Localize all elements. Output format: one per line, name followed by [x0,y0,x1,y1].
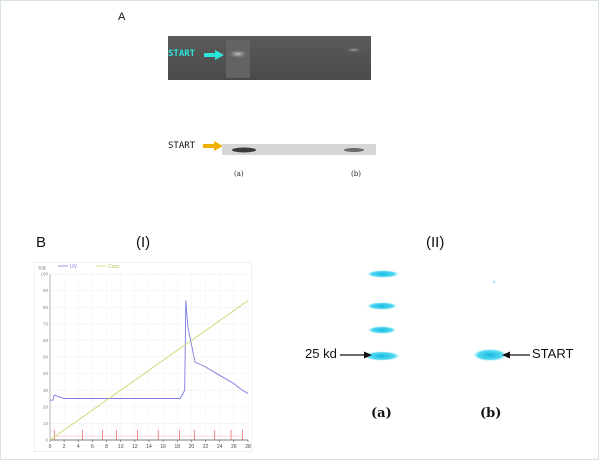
y-tick-label: 30 [43,388,49,393]
gel-top-band-b [345,47,363,53]
start-arrow-western [502,351,530,359]
marker-25kd-label: 25 kd [305,346,337,361]
chromatogram-chart: 0 10 20 30 40 50 60 70 80 90 100 0 2 4 6 8 10 12 14 16 18 20 2… [33,261,253,453]
gel-top-start-label: START [168,49,196,59]
x-tick-label: 6 [91,444,94,450]
western-start-label: START [532,346,574,361]
y-tick-label: 50 [43,355,49,360]
western-lane-b-label: (b) [480,406,502,421]
x-tick-label: 2 [63,444,66,450]
x-tick-label: 4 [77,444,80,450]
x-tick-label: 20 [189,444,195,450]
x-tick-label: 10 [118,444,124,450]
marker-band-1 [366,270,400,278]
x-tick-label: 24 [217,444,223,450]
x-tick-label: 16 [160,444,166,450]
x-tick-label: 22 [203,444,209,450]
western-blot-image [356,254,534,378]
gel-top-svg [168,36,371,80]
y-tick-label: 60 [43,338,49,343]
gel-top-band-a [226,49,250,59]
y-tick-label: 10 [43,421,49,426]
y-tick-label: 100 [40,272,48,277]
series-line-uv [50,300,249,401]
gel-bottom-band-b [344,148,364,152]
western-lane-a-label: (a) [371,406,392,421]
marker-25kd-arrow [340,351,372,359]
sample-band-b [472,348,508,362]
panel-b-i-label: (I) [136,234,151,251]
gel-bottom-background [222,144,376,155]
x-tick-label: 14 [146,444,152,450]
gel-top-background [168,36,371,80]
gel-lane-b-label: (b) [351,170,361,178]
series-line-conc [49,300,249,441]
gel-bottom-start-label: START [168,141,196,151]
x-tick-label: 12 [132,444,138,450]
y-tick-label: 20 [43,404,49,409]
marker-band-2 [366,302,398,310]
x-tick-label: 18 [175,444,181,450]
chart-fraction-markers [53,430,243,440]
gel-image-top: START [168,36,371,80]
x-tick-label: 26 [231,444,237,450]
x-tick-label: 8 [105,444,108,450]
panel-b-ii-label: (II) [426,234,445,251]
x-tick-label: 0 [49,444,52,450]
gel-bottom-start-arrow [203,141,223,151]
legend-uv-label: UV [70,264,78,270]
y-tick-label: 40 [43,371,49,376]
gel-image-bottom [222,140,376,155]
chart-series [49,300,249,441]
panel-b-letter: B [36,234,47,251]
marker-band-25kd [363,351,401,361]
legend-conc-label: Conc [108,264,120,270]
gel-lane-a-label: (a) [234,170,244,178]
gel-top-start-arrow [204,50,224,60]
y-tick-label: 0 [45,438,48,443]
y-tick-label: 90 [43,288,49,293]
gel-bottom-svg [222,144,376,155]
x-tick-label: 28 [245,444,251,450]
marker-band-3 [367,326,397,334]
y-tick-label: 70 [43,321,49,326]
y-unit-label: %B [38,266,46,272]
western-blot-svg [363,270,508,362]
panel-a-letter: A [118,11,126,23]
gel-bottom-band-a [232,147,256,153]
y-tick-label: 80 [43,305,49,310]
speck [492,280,496,284]
